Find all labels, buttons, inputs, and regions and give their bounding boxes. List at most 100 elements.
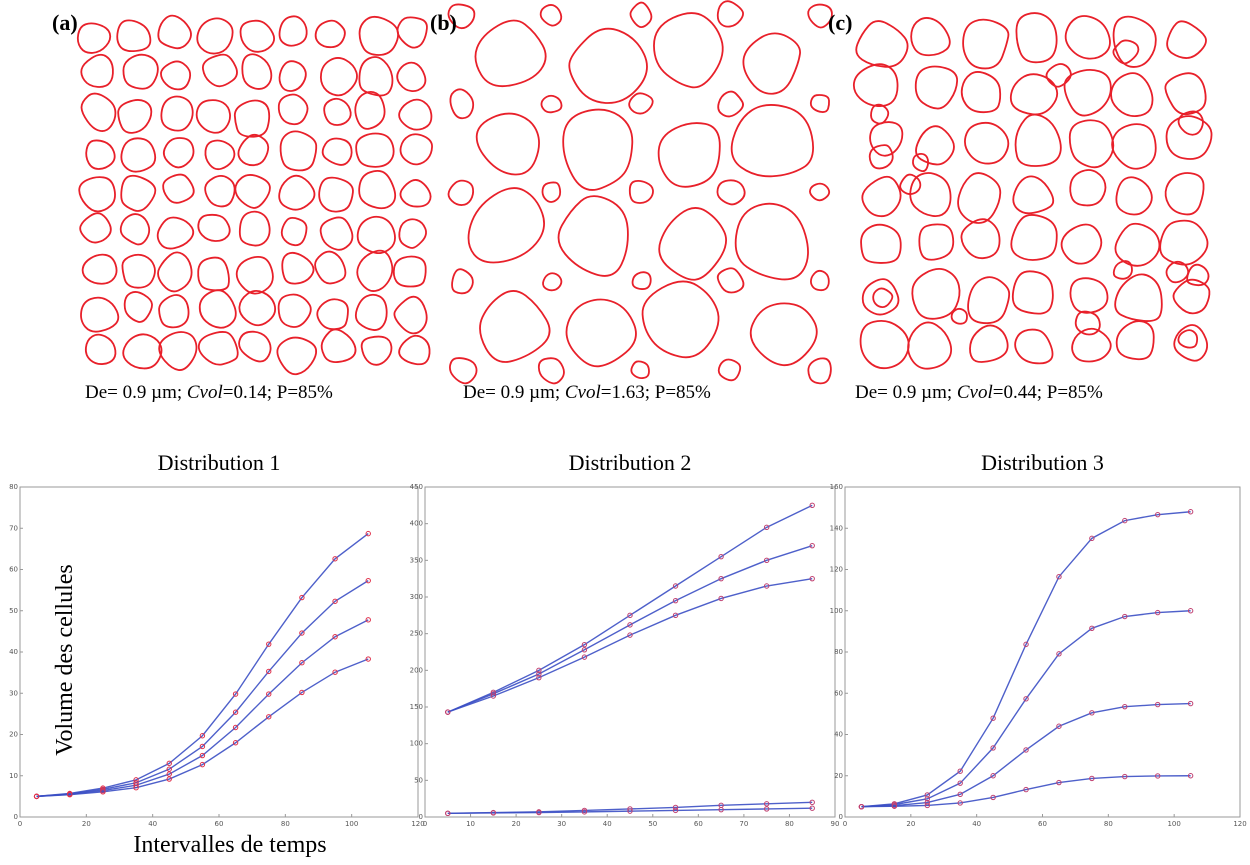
point <box>299 630 305 636</box>
cell <box>467 187 545 264</box>
cell <box>1164 72 1207 116</box>
cell <box>122 53 159 90</box>
point <box>990 794 996 801</box>
cell <box>399 179 432 208</box>
cell <box>1074 310 1101 336</box>
x-tick-label: 20 <box>512 820 521 828</box>
chart-title: Distribution 2 <box>569 450 692 475</box>
point <box>100 789 106 795</box>
cell <box>277 293 312 328</box>
point <box>536 667 542 674</box>
y-tick-label: 30 <box>9 689 18 697</box>
cell <box>1112 39 1140 65</box>
cell <box>78 176 116 213</box>
y-tick-label: 80 <box>9 483 18 491</box>
cell <box>316 298 349 331</box>
cell <box>321 137 353 166</box>
cell <box>630 360 650 380</box>
point <box>924 802 930 809</box>
point <box>1023 696 1029 702</box>
cell <box>860 223 902 264</box>
point <box>672 597 679 604</box>
x-tick-label: 60 <box>694 820 703 828</box>
cell <box>360 335 393 366</box>
cell <box>196 17 234 55</box>
cell <box>123 291 153 323</box>
cell <box>734 202 809 281</box>
point <box>581 654 588 660</box>
y-tick-label: 0 <box>419 813 423 821</box>
line-chart: Distribution 1 0 10 20 30 40 50 60 70 80 0 20 40 60 80… <box>9 450 425 858</box>
caption-part: De= 0.9 µm; <box>463 382 565 403</box>
cell <box>861 175 902 218</box>
cell <box>80 296 120 333</box>
point <box>1155 511 1161 518</box>
cell <box>354 293 388 331</box>
point <box>957 800 963 806</box>
point <box>166 760 172 767</box>
cell <box>1011 270 1054 315</box>
x-tick-label: 70 <box>739 820 748 828</box>
cell <box>1112 15 1157 68</box>
point <box>1089 625 1095 631</box>
cell <box>157 251 193 293</box>
series-line <box>36 533 369 798</box>
y-tick-label: 250 <box>410 630 423 638</box>
cell <box>907 321 953 370</box>
point <box>1155 609 1161 616</box>
point <box>365 577 371 584</box>
cell <box>122 333 163 370</box>
point <box>299 660 305 666</box>
cell <box>234 174 271 209</box>
point <box>809 799 815 806</box>
point <box>332 669 338 675</box>
series-line <box>861 702 1191 808</box>
charts: Distribution 1 0 10 20 30 40 50 60 70 80 0 20 40 60 80… <box>9 450 1247 858</box>
cell <box>238 330 272 363</box>
cell <box>319 57 358 97</box>
cell <box>1014 328 1054 365</box>
cell <box>1111 123 1157 170</box>
cell <box>314 19 346 49</box>
cell <box>1115 320 1155 361</box>
cell <box>356 215 396 255</box>
cell <box>957 172 1002 224</box>
cell <box>278 174 316 211</box>
cell <box>355 132 395 168</box>
cell <box>117 99 153 134</box>
x-tick-label: 0 <box>843 820 847 828</box>
point <box>1056 779 1062 786</box>
y-tick-label: 0 <box>839 813 843 821</box>
y-tick-label: 0 <box>14 813 18 821</box>
point <box>763 801 770 807</box>
caption-part: =0.14; P=85% <box>223 382 333 403</box>
cell <box>120 137 157 173</box>
point <box>763 557 770 564</box>
point <box>1089 710 1095 716</box>
cell <box>80 92 117 132</box>
cell <box>156 216 195 250</box>
panel-label: (c) <box>828 10 852 35</box>
point <box>133 785 139 791</box>
point <box>809 575 815 582</box>
point <box>581 647 588 653</box>
series-line <box>447 504 813 713</box>
cell <box>1064 15 1111 60</box>
cell <box>899 173 922 195</box>
cell <box>449 357 478 385</box>
panel-label: (a) <box>52 10 78 35</box>
cell <box>238 210 271 247</box>
cell <box>1114 273 1163 322</box>
cell <box>160 60 192 91</box>
point <box>490 693 497 699</box>
cell <box>910 17 951 57</box>
x-tick-label: 20 <box>82 820 91 828</box>
cell <box>629 1 653 28</box>
cell <box>868 144 894 170</box>
cell <box>1186 263 1210 287</box>
point <box>1187 509 1194 515</box>
caption-part: Cvol <box>957 382 993 403</box>
y-tick-label: 200 <box>410 666 423 674</box>
x-tick-label: 20 <box>906 820 915 828</box>
